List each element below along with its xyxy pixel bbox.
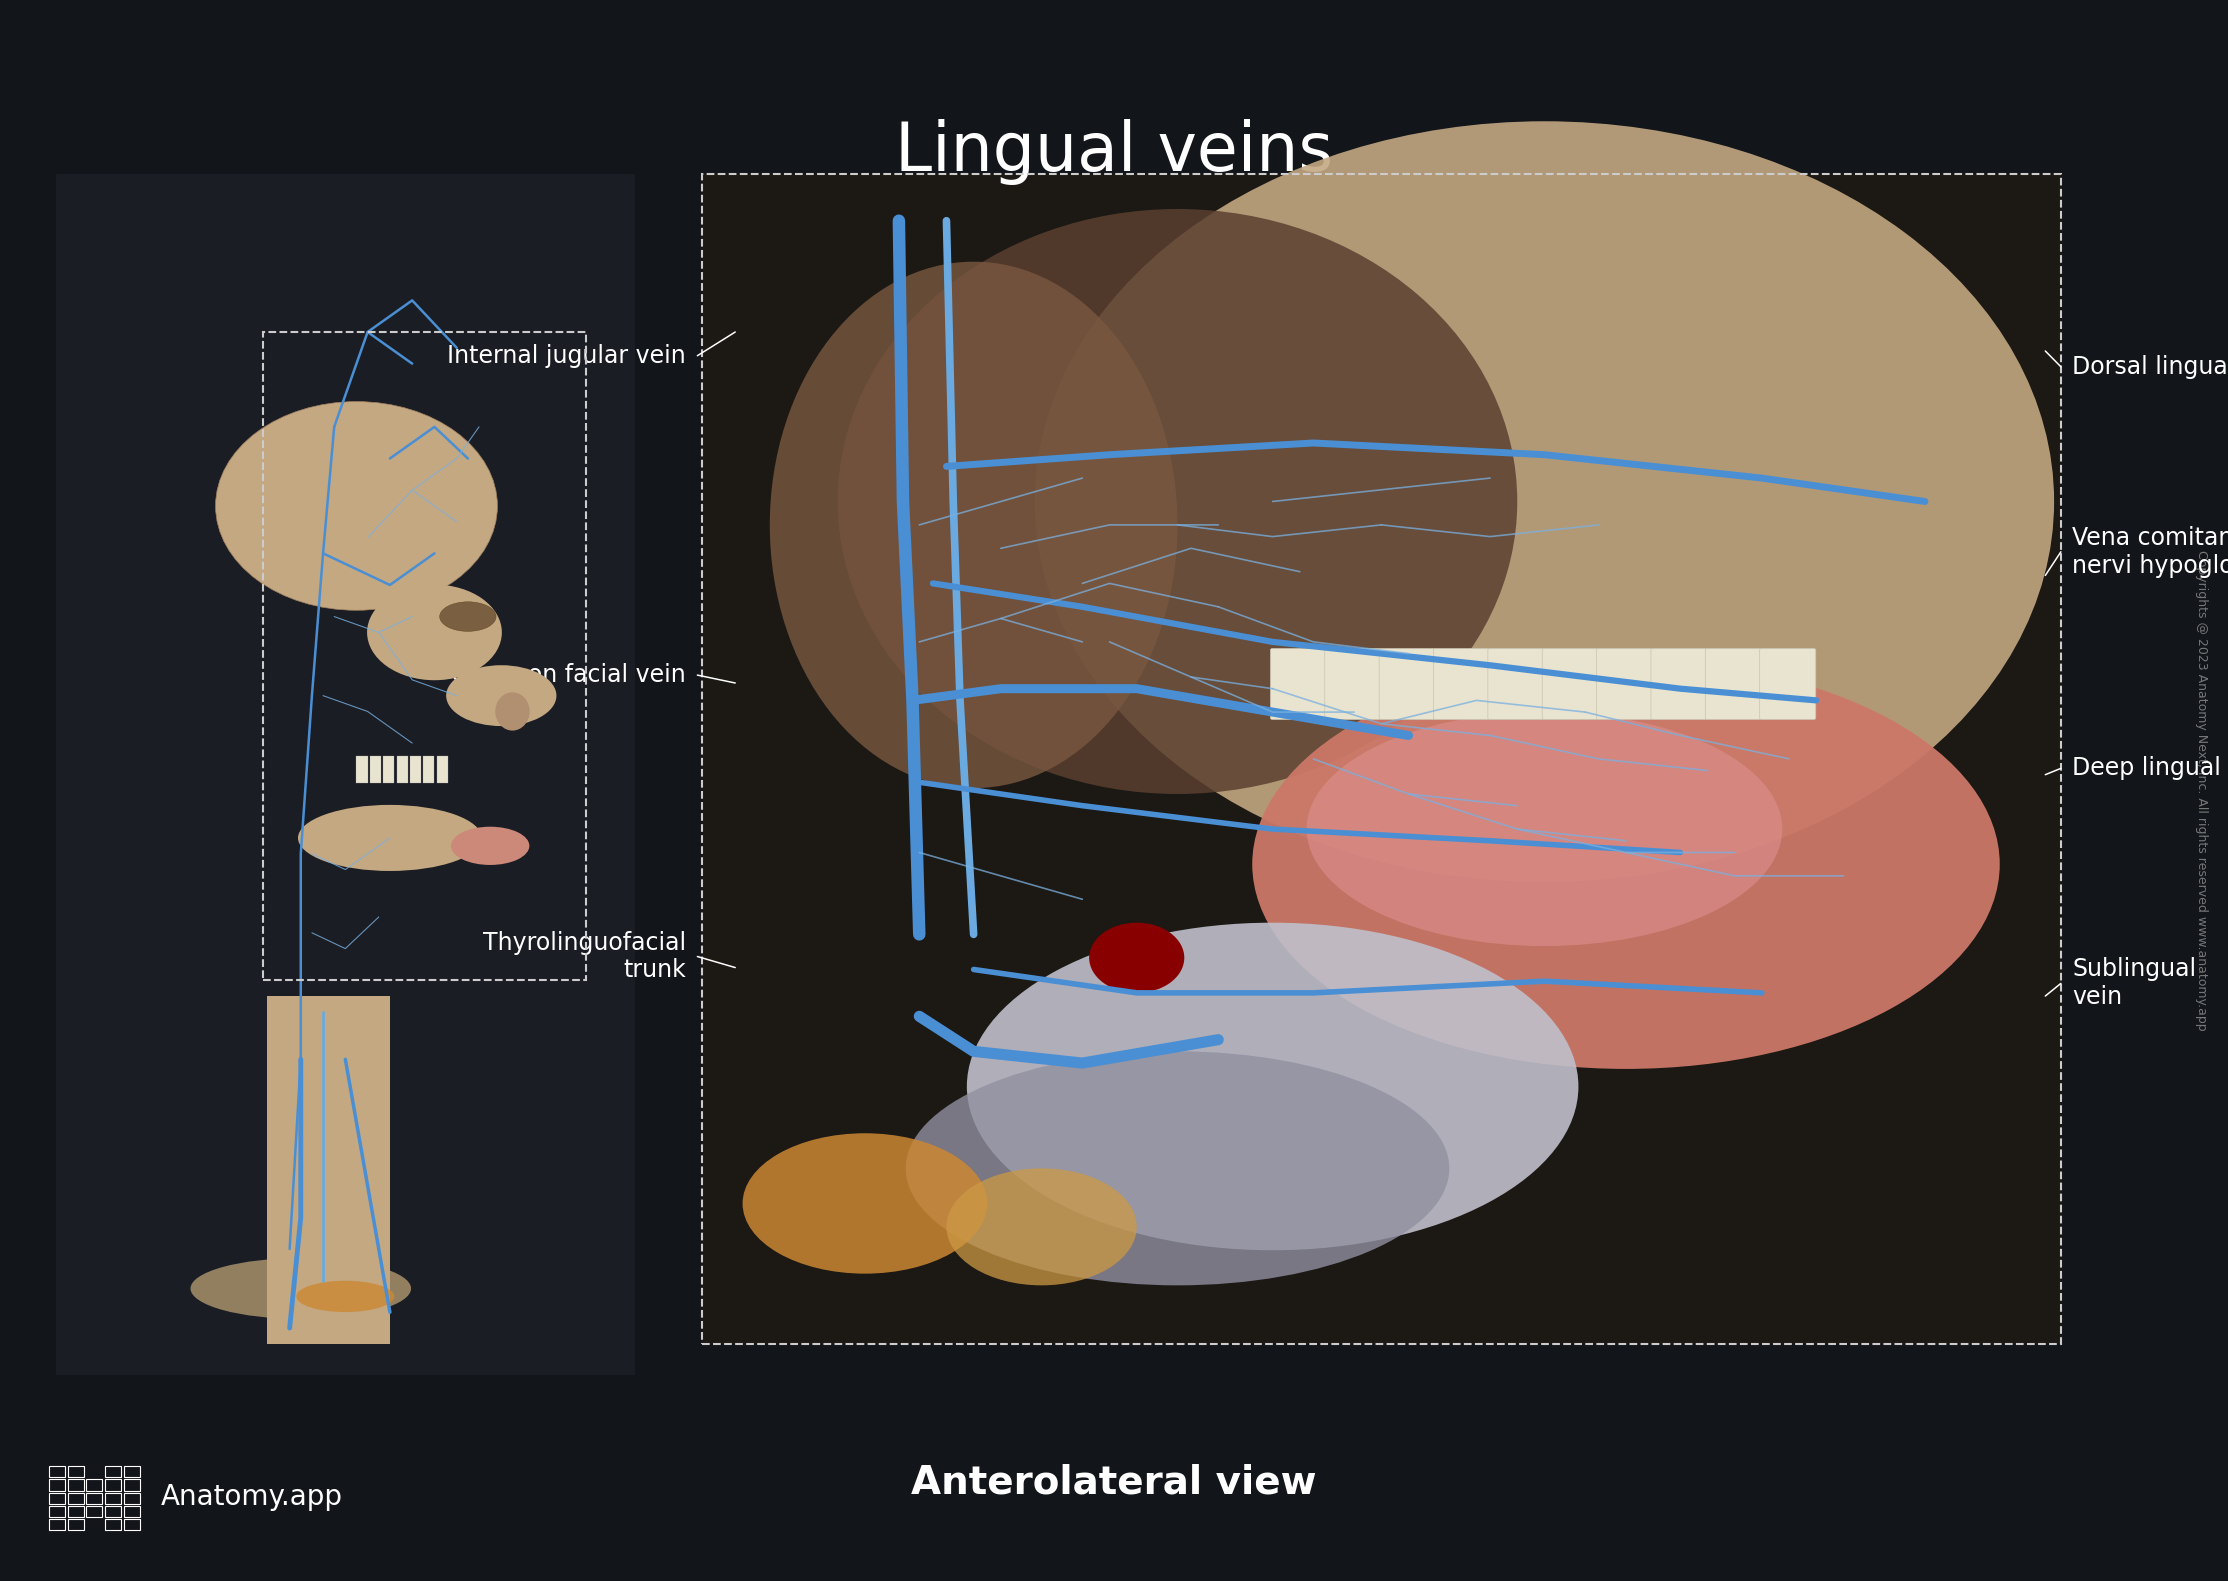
Bar bbox=[67, 1505, 85, 1518]
Bar bbox=[105, 1466, 120, 1477]
Bar bbox=[49, 1480, 65, 1491]
Bar bbox=[125, 1519, 140, 1530]
Ellipse shape bbox=[905, 1051, 1448, 1285]
Text: Deep lingual vein: Deep lingual vein bbox=[2072, 756, 2228, 781]
Bar bbox=[105, 1492, 120, 1504]
Ellipse shape bbox=[742, 1134, 987, 1274]
FancyBboxPatch shape bbox=[1597, 648, 1653, 719]
FancyBboxPatch shape bbox=[1760, 648, 1816, 719]
Text: Dorsal lingual vein: Dorsal lingual vein bbox=[2072, 354, 2228, 379]
FancyBboxPatch shape bbox=[1542, 648, 1597, 719]
FancyBboxPatch shape bbox=[1651, 648, 1707, 719]
Bar bbox=[67, 1480, 85, 1491]
Ellipse shape bbox=[450, 827, 530, 865]
Bar bbox=[67, 1466, 85, 1477]
FancyBboxPatch shape bbox=[1379, 648, 1435, 719]
Bar bbox=[56, 174, 635, 1375]
Bar bbox=[67, 1492, 85, 1504]
Ellipse shape bbox=[771, 261, 1179, 789]
Bar bbox=[702, 174, 2061, 1344]
Text: Copyrights @ 2023 Anatomy Next, Inc. All rights reserved www.anatomy.app: Copyrights @ 2023 Anatomy Next, Inc. All… bbox=[2195, 550, 2208, 1031]
Text: Thyrolinguofacial
trunk: Thyrolinguofacial trunk bbox=[483, 931, 686, 982]
FancyBboxPatch shape bbox=[1433, 648, 1491, 719]
Bar bbox=[263, 332, 586, 980]
Text: Common facial vein: Common facial vein bbox=[452, 662, 686, 688]
Ellipse shape bbox=[1034, 122, 2054, 882]
Text: Anatomy.app: Anatomy.app bbox=[160, 1483, 343, 1511]
Bar bbox=[702, 174, 2061, 1344]
Ellipse shape bbox=[947, 1168, 1136, 1285]
Bar bbox=[87, 1480, 102, 1491]
FancyBboxPatch shape bbox=[1704, 648, 1762, 719]
Bar bbox=[105, 1519, 120, 1530]
Ellipse shape bbox=[1089, 923, 1185, 993]
Bar bbox=[423, 756, 434, 783]
FancyBboxPatch shape bbox=[1488, 648, 1544, 719]
Bar bbox=[125, 1480, 140, 1491]
Bar bbox=[125, 1492, 140, 1504]
FancyBboxPatch shape bbox=[1270, 648, 1326, 719]
Ellipse shape bbox=[495, 692, 530, 730]
Text: Vena comitans
nervi hypoglossi: Vena comitans nervi hypoglossi bbox=[2072, 526, 2228, 577]
Bar bbox=[397, 756, 408, 783]
Bar bbox=[87, 1505, 102, 1518]
Text: Internal jugular vein: Internal jugular vein bbox=[448, 343, 686, 368]
Bar bbox=[105, 1480, 120, 1491]
Bar bbox=[125, 1466, 140, 1477]
Bar bbox=[356, 756, 368, 783]
Ellipse shape bbox=[192, 1258, 412, 1319]
Bar bbox=[370, 756, 381, 783]
Ellipse shape bbox=[216, 402, 497, 610]
Bar bbox=[49, 1492, 65, 1504]
Bar bbox=[437, 756, 448, 783]
Ellipse shape bbox=[299, 805, 481, 871]
Bar bbox=[125, 1505, 140, 1518]
Ellipse shape bbox=[446, 666, 557, 726]
Text: Lingual veins: Lingual veins bbox=[896, 119, 1332, 185]
Bar bbox=[105, 1505, 120, 1518]
Bar bbox=[87, 1492, 102, 1504]
Bar bbox=[67, 1519, 85, 1530]
Ellipse shape bbox=[1252, 659, 2001, 1069]
Bar bbox=[49, 1505, 65, 1518]
Ellipse shape bbox=[838, 209, 1517, 794]
Ellipse shape bbox=[967, 923, 1577, 1251]
Text: Sublingual
vein: Sublingual vein bbox=[2072, 958, 2197, 1009]
Ellipse shape bbox=[368, 585, 501, 680]
Ellipse shape bbox=[439, 602, 497, 631]
Bar bbox=[49, 1466, 65, 1477]
Ellipse shape bbox=[296, 1281, 394, 1312]
Bar bbox=[49, 1519, 65, 1530]
FancyBboxPatch shape bbox=[1326, 648, 1381, 719]
Ellipse shape bbox=[1306, 711, 1782, 945]
Bar bbox=[383, 756, 394, 783]
Bar bbox=[267, 996, 390, 1344]
Text: Anterolateral view: Anterolateral view bbox=[911, 1464, 1317, 1502]
Bar bbox=[410, 756, 421, 783]
